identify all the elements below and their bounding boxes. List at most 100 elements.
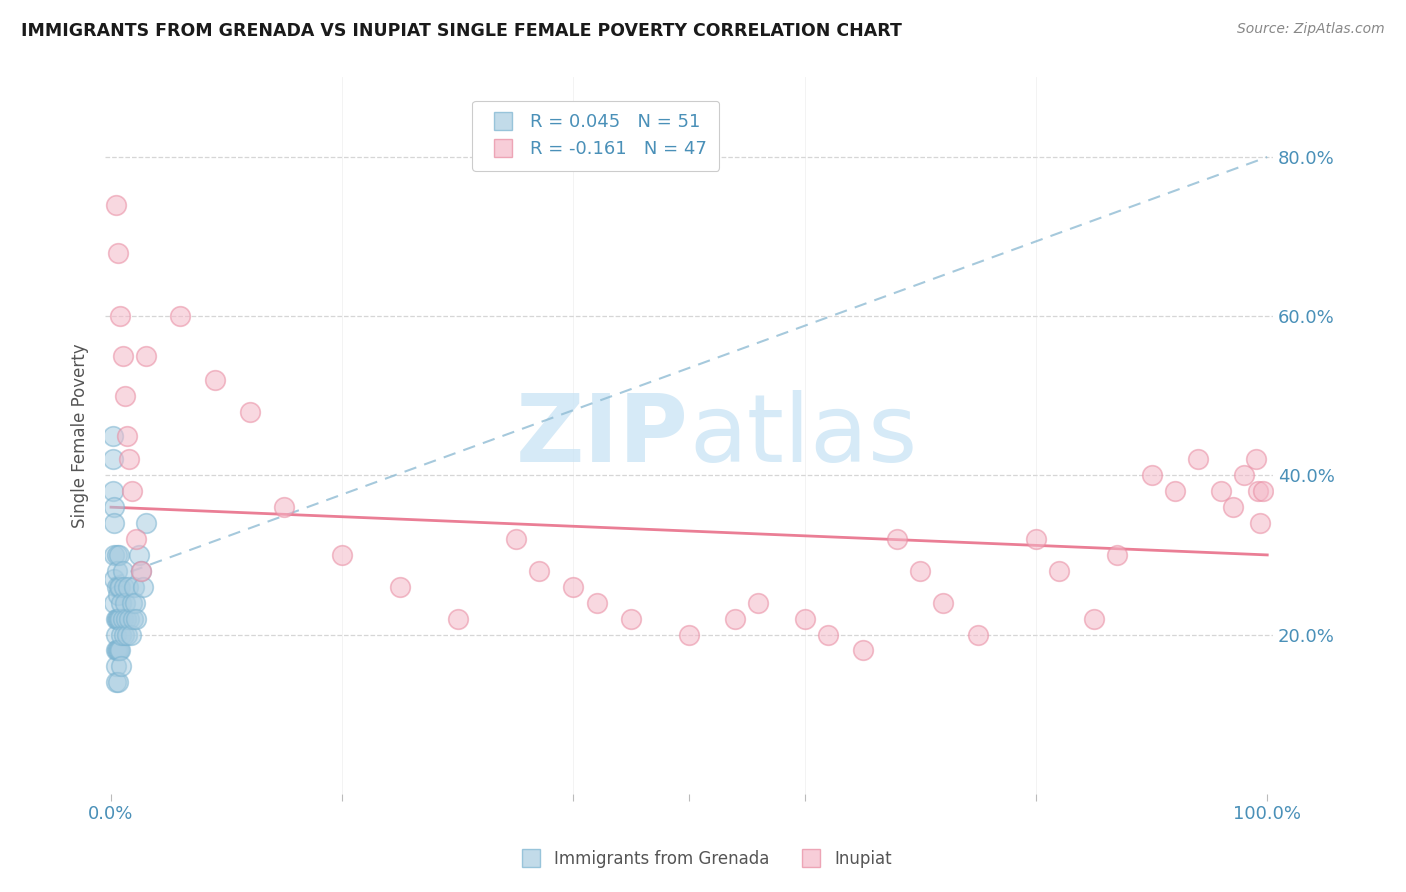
Point — [122, 611, 145, 625]
Point — [110, 643, 132, 657]
Point — [115, 428, 138, 442]
Point — [110, 580, 132, 594]
Point — [678, 627, 700, 641]
Point — [1251, 484, 1274, 499]
Point — [104, 675, 127, 690]
Point — [1105, 548, 1128, 562]
Text: atlas: atlas — [689, 390, 917, 482]
Y-axis label: Single Female Poverty: Single Female Poverty — [72, 343, 89, 528]
Point — [239, 405, 262, 419]
Point — [135, 516, 157, 530]
Point — [103, 572, 125, 586]
Point — [107, 675, 129, 690]
Point — [1187, 452, 1209, 467]
Text: IMMIGRANTS FROM GRENADA VS INUPIAT SINGLE FEMALE POVERTY CORRELATION CHART: IMMIGRANTS FROM GRENADA VS INUPIAT SINGL… — [21, 22, 903, 40]
Point — [107, 245, 129, 260]
Point — [110, 309, 132, 323]
Point — [105, 580, 128, 594]
Point — [125, 611, 148, 625]
Point — [104, 659, 127, 673]
Point — [121, 596, 143, 610]
Point — [105, 643, 128, 657]
Point — [132, 580, 155, 594]
Point — [108, 580, 131, 594]
Text: Source: ZipAtlas.com: Source: ZipAtlas.com — [1237, 22, 1385, 37]
Point — [105, 548, 128, 562]
Point — [1249, 516, 1271, 530]
Point — [114, 596, 136, 610]
Point — [527, 564, 550, 578]
Point — [110, 659, 132, 673]
Point — [129, 564, 152, 578]
Point — [105, 611, 128, 625]
Point — [793, 611, 815, 625]
Point — [1164, 484, 1187, 499]
Point — [1209, 484, 1232, 499]
Point — [886, 532, 908, 546]
Point — [103, 596, 125, 610]
Point — [169, 309, 191, 323]
Point — [389, 580, 412, 594]
Point — [103, 484, 125, 499]
Point — [117, 580, 139, 594]
Point — [103, 452, 125, 467]
Text: ZIP: ZIP — [516, 390, 689, 482]
Point — [125, 532, 148, 546]
Point — [110, 611, 132, 625]
Point — [562, 580, 585, 594]
Point — [112, 580, 135, 594]
Point — [204, 373, 226, 387]
Point — [107, 588, 129, 602]
Point — [104, 611, 127, 625]
Point — [103, 428, 125, 442]
Point — [111, 611, 134, 625]
Point — [122, 580, 145, 594]
Point — [118, 452, 141, 467]
Point — [118, 611, 141, 625]
Point — [107, 643, 129, 657]
Point — [108, 548, 131, 562]
Point — [110, 627, 132, 641]
Point — [108, 643, 131, 657]
Point — [967, 627, 990, 641]
Point — [124, 596, 146, 610]
Point — [120, 627, 142, 641]
Legend: Immigrants from Grenada, Inupiat: Immigrants from Grenada, Inupiat — [508, 844, 898, 875]
Point — [103, 500, 125, 515]
Legend: R = 0.045   N = 51, R = -0.161   N = 47: R = 0.045 N = 51, R = -0.161 N = 47 — [472, 101, 720, 171]
Point — [851, 643, 873, 657]
Point — [111, 564, 134, 578]
Point — [103, 516, 125, 530]
Point — [135, 349, 157, 363]
Point — [620, 611, 643, 625]
Point — [107, 611, 129, 625]
Point — [1025, 532, 1047, 546]
Point — [1247, 484, 1270, 499]
Point — [447, 611, 470, 625]
Point — [115, 627, 138, 641]
Point — [747, 596, 769, 610]
Point — [104, 198, 127, 212]
Point — [103, 548, 125, 562]
Point — [121, 484, 143, 499]
Point — [273, 500, 295, 515]
Point — [114, 389, 136, 403]
Point — [505, 532, 527, 546]
Point — [108, 611, 131, 625]
Point — [932, 596, 955, 610]
Point — [330, 548, 353, 562]
Point — [104, 627, 127, 641]
Point — [115, 611, 138, 625]
Point — [110, 596, 132, 610]
Point — [724, 611, 747, 625]
Point — [1083, 611, 1105, 625]
Point — [1244, 452, 1267, 467]
Point — [128, 548, 150, 562]
Point — [1233, 468, 1256, 483]
Point — [105, 564, 128, 578]
Point — [104, 643, 127, 657]
Point — [1140, 468, 1163, 483]
Point — [129, 564, 152, 578]
Point — [585, 596, 607, 610]
Point — [111, 349, 134, 363]
